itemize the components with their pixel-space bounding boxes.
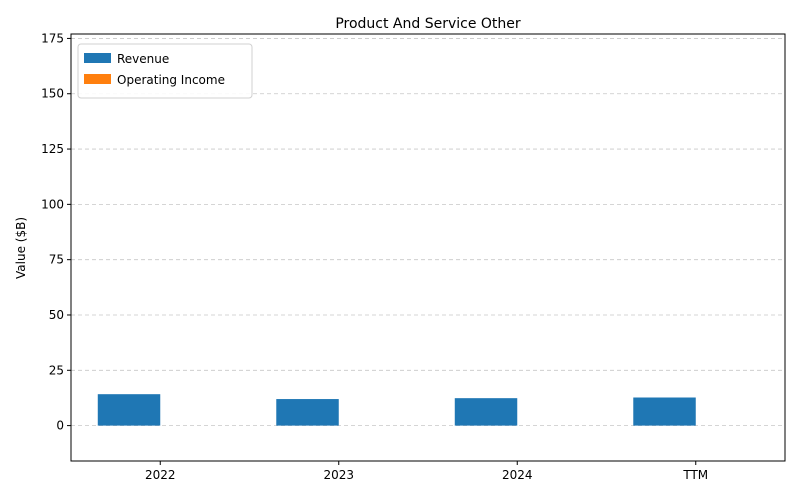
- bar-revenue: [276, 399, 339, 426]
- legend-label: Operating Income: [117, 73, 225, 87]
- y-tick-label: 150: [41, 87, 64, 101]
- axes: 0 25 50 75 100 125 150 175 2022 2023 2024 TTM: [41, 31, 708, 482]
- plot-frame: [70, 33, 786, 462]
- legend-label: Revenue: [117, 52, 169, 66]
- y-tick-label: 0: [56, 419, 64, 433]
- y-tick-label: 100: [41, 197, 64, 211]
- gridlines: [71, 38, 785, 427]
- legend-swatch: [84, 74, 111, 84]
- y-axis-label: Value ($B): [14, 217, 28, 279]
- bars: [97, 394, 696, 426]
- y-tick-label: 25: [49, 363, 64, 377]
- legend: Revenue Operating Income: [77, 43, 253, 99]
- y-tick-label: 75: [49, 253, 64, 267]
- x-tick-label: 2022: [145, 468, 176, 482]
- y-tick-label: 50: [49, 308, 64, 322]
- legend-swatch: [84, 53, 111, 63]
- bar-revenue: [97, 394, 161, 426]
- y-tick-label: 175: [41, 31, 64, 45]
- bar-revenue: [454, 398, 518, 426]
- y-tick-label: 125: [41, 142, 64, 156]
- chart-title: Product And Service Other: [335, 16, 521, 32]
- bar-revenue: [633, 397, 696, 426]
- legend-box: [77, 43, 253, 99]
- x-tick-label: 2023: [323, 468, 354, 482]
- x-tick-label: TTM: [682, 468, 708, 482]
- x-tick-label: 2024: [502, 468, 533, 482]
